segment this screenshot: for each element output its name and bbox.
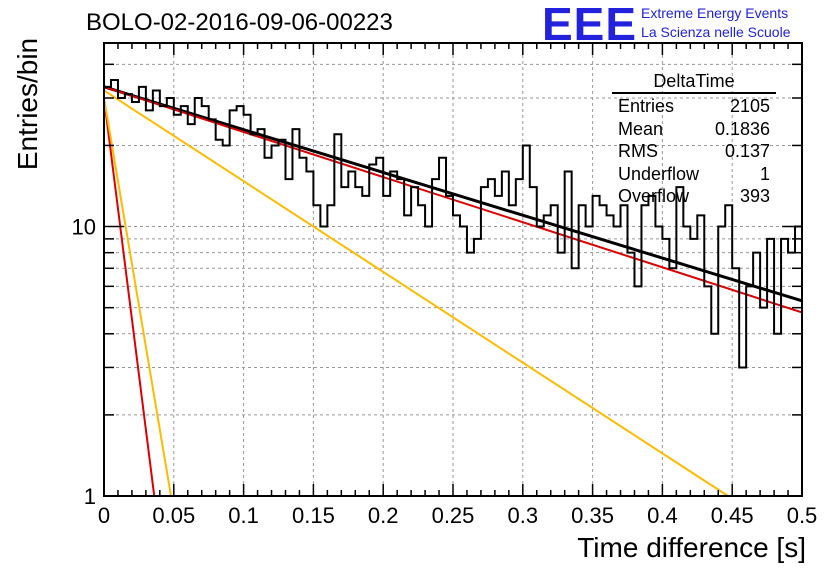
stats-value: 0.1836 bbox=[714, 118, 770, 139]
x-tick-label: 0.1 bbox=[228, 503, 259, 528]
x-tick-label: 0.05 bbox=[152, 503, 195, 528]
stats-value: 1 bbox=[759, 163, 770, 184]
stats-row-overflow: Overflow 393 bbox=[612, 185, 776, 208]
x-tick-label: 0.5 bbox=[787, 503, 818, 528]
run-title: BOLO-02-2016-09-06-00223 bbox=[86, 9, 393, 36]
x-tick-label: 0.3 bbox=[508, 503, 539, 528]
stats-label: Overflow bbox=[618, 186, 690, 206]
x-tick-label: 0.4 bbox=[647, 503, 678, 528]
stats-value: 393 bbox=[739, 186, 770, 206]
stats-value: 2105 bbox=[729, 96, 770, 116]
stats-title: DeltaTime bbox=[612, 70, 776, 94]
fit-curves bbox=[103, 85, 803, 497]
stats-label: Mean bbox=[618, 118, 664, 139]
stats-row-rms: RMS 0.137 bbox=[612, 140, 776, 163]
grid-lines bbox=[104, 43, 802, 496]
fit-curve bbox=[103, 89, 729, 497]
stats-label: RMS bbox=[618, 141, 658, 161]
y-tick-label: 10 bbox=[72, 215, 96, 240]
x-tick-label: 0.35 bbox=[571, 503, 614, 528]
y-axis-label: Entries/bin bbox=[12, 37, 43, 171]
x-tick-label: 0.25 bbox=[432, 503, 475, 528]
logo-text: Extreme Energy Events La Scienza nelle S… bbox=[641, 4, 790, 42]
stats-value: 0.137 bbox=[724, 141, 770, 161]
fit-curve bbox=[103, 97, 172, 497]
x-tick-label: 0.15 bbox=[292, 503, 335, 528]
histogram-series bbox=[104, 78, 802, 369]
logo-line-1: Extreme Energy Events bbox=[641, 5, 789, 21]
eee-logo: EEE Extreme Energy Events La Scienza nel… bbox=[542, 0, 790, 50]
logo-line-2: La Scienza nelle Scuole bbox=[641, 24, 791, 40]
x-axis-label: Time difference [s] bbox=[577, 532, 806, 563]
y-tick-label: 1 bbox=[84, 484, 96, 509]
x-tick-label: 0.45 bbox=[711, 503, 754, 528]
fit-curve bbox=[103, 97, 156, 497]
histogram-step-line bbox=[104, 78, 802, 369]
stats-label: Underflow bbox=[618, 163, 700, 184]
stats-row-mean: Mean 0.1836 bbox=[612, 118, 776, 141]
stats-row-entries: Entries 2105 bbox=[612, 95, 776, 118]
stats-label: Entries bbox=[618, 96, 675, 116]
axes-frame bbox=[103, 42, 803, 497]
x-tick-label: 0.2 bbox=[368, 503, 399, 528]
x-tick-label: 0 bbox=[98, 503, 110, 528]
fit-curve bbox=[103, 85, 803, 303]
logo-mark: EEE bbox=[542, 0, 638, 50]
tick-labels: 0 0.05 0.1 0.15 0.2 0.25 0.3 0.35 0.4 0.45 0.5 1 10 bbox=[72, 215, 818, 528]
stats-row-underflow: Underflow 1 bbox=[612, 163, 776, 186]
stats-box: DeltaTime Entries 2105 Mean 0.1836 RMS 0… bbox=[612, 70, 776, 208]
